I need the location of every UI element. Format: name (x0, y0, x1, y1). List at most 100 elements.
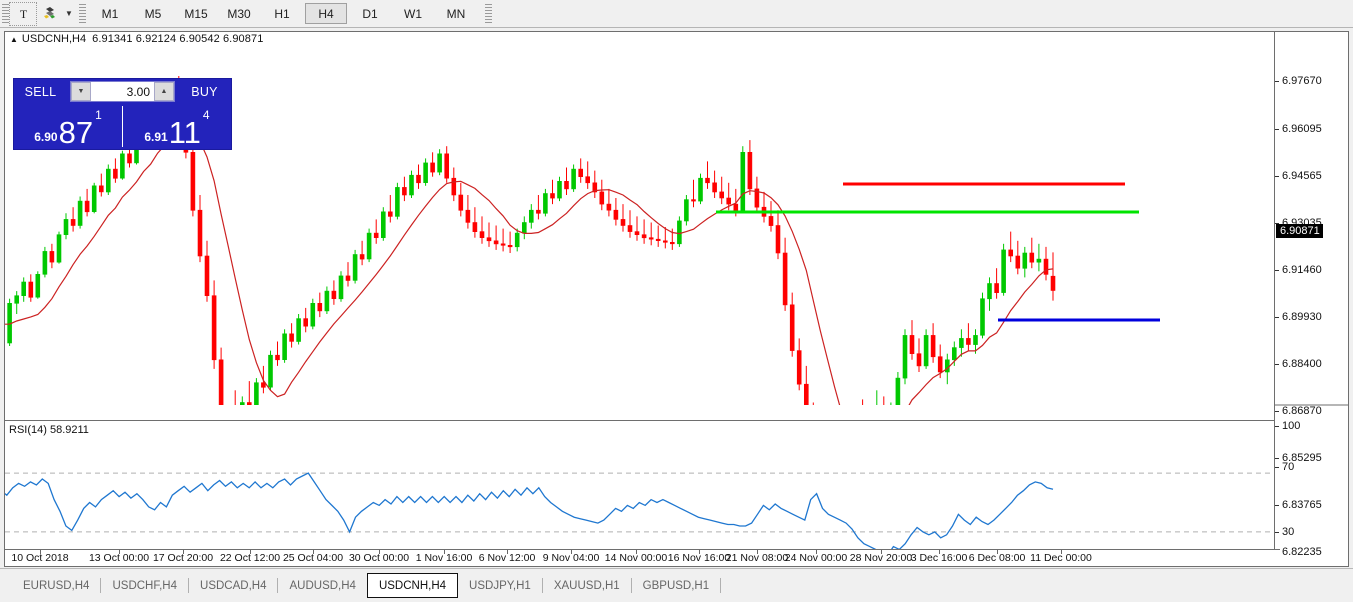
price-label-6: 6.88400 (1282, 358, 1322, 370)
time-tick (571, 550, 572, 554)
chart-tab-usdcad-h4[interactable]: USDCAD,H4 (200, 579, 267, 592)
tab-separator (100, 578, 102, 593)
time-label-15: 6 Dec 08:00 (968, 552, 1026, 564)
timeframe-h1[interactable]: H1 (274, 6, 290, 21)
one-click-trading-panel[interactable]: SELL ▼ 3.00 ▲ BUY 6.90 87 1 6.91 11 (13, 78, 232, 150)
collapse-triangle-icon[interactable]: ▲ (10, 34, 18, 44)
chart-ohlc-values: 6.91341 6.92124 6.90542 6.90871 (92, 33, 264, 45)
time-tick (444, 550, 445, 554)
chart-tab-xauusd-h1[interactable]: XAUUSD,H1 (553, 579, 620, 592)
axis-tick (1275, 505, 1279, 506)
price-label-7: 6.86870 (1282, 405, 1322, 417)
sell-price-quote[interactable]: 6.90 87 1 (14, 104, 122, 149)
volume-increment-button[interactable]: ▲ (154, 82, 174, 101)
axis-tick (1275, 270, 1279, 271)
chart-window[interactable]: ▲ USDCNH,H4 6.91341 6.92124 6.90542 6.90… (4, 31, 1349, 579)
time-label-0: 10 Oct 2018 (11, 552, 69, 564)
timeframe-d1[interactable]: D1 (362, 6, 378, 21)
rsi-label-2: 30 (1282, 526, 1295, 538)
time-tick (250, 550, 251, 554)
axis-tick (1275, 458, 1279, 459)
time-label-6: 1 Nov 16:00 (415, 552, 473, 564)
timeframe-m1[interactable]: M1 (101, 6, 119, 21)
time-label-10: 16 Nov 16:00 (667, 552, 731, 564)
timeframe-m5[interactable]: M5 (144, 6, 162, 21)
rsi-indicator-label: RSI(14) 58.9211 (9, 424, 89, 436)
time-tick (40, 550, 41, 554)
timeframe-m15[interactable]: M15 (184, 6, 208, 21)
time-label-1: 13 Oct 00:00 (88, 552, 150, 564)
time-label-9: 14 Nov 00:00 (604, 552, 668, 564)
chart-tab-usdcnh-h4[interactable]: USDCNH,H4 (366, 573, 459, 598)
buy-button[interactable]: BUY (191, 84, 218, 99)
tab-separator (720, 578, 722, 593)
time-label-7: 6 Nov 12:00 (478, 552, 536, 564)
time-tick (997, 550, 998, 554)
svg-text:T: T (19, 7, 27, 21)
trade-panel-top-row: SELL ▼ 3.00 ▲ BUY (14, 79, 231, 104)
time-tick (313, 550, 314, 554)
text-label-tool-icon[interactable]: T (9, 1, 37, 26)
time-label-4: 25 Oct 04:00 (282, 552, 344, 564)
axis-tick (1275, 223, 1279, 224)
time-label-5: 30 Oct 00:00 (348, 552, 410, 564)
trade-panel-quotes: 6.90 87 1 6.91 11 4 (14, 104, 231, 149)
price-label-10: 6.82235 (1282, 546, 1322, 558)
axis-tick (1275, 467, 1279, 468)
sell-price-sup: 1 (95, 108, 102, 122)
templates-icon[interactable] (37, 3, 63, 25)
price-pane[interactable] (5, 46, 1280, 405)
price-label-0: 6.97670 (1282, 75, 1322, 87)
chart-toolbar: T ▼ M1 M5 M15 M30 H1 H4 D1 W1 MN (0, 0, 1353, 28)
sell-price-big: 87 (58, 115, 94, 150)
timeframe-mn[interactable]: MN (446, 6, 466, 21)
price-scale-axis[interactable]: 6.97670 6.96095 6.94565 6.93035 6.91460 6.899… (1274, 32, 1348, 579)
time-label-14: 3 Dec 16:00 (910, 552, 968, 564)
chart-tab-gbpusd-h1[interactable]: GBPUSD,H1 (642, 579, 710, 592)
rsi-label-0: 100 (1282, 420, 1301, 432)
time-tick (757, 550, 758, 554)
price-label-2: 6.94565 (1282, 170, 1322, 182)
time-label-8: 9 Nov 04:00 (542, 552, 600, 564)
tab-separator (277, 578, 279, 593)
time-tick (816, 550, 817, 554)
volume-decrement-button[interactable]: ▼ (71, 82, 91, 101)
price-label-5: 6.89930 (1282, 311, 1322, 323)
chart-tab-audusd-h4[interactable]: AUDUSD,H4 (289, 579, 356, 592)
axis-tick (1275, 532, 1279, 533)
rsi-line (5, 472, 1054, 557)
time-tick (881, 550, 882, 554)
rsi-label-1: 70 (1282, 461, 1295, 473)
sell-button[interactable]: SELL (24, 84, 57, 99)
timeframe-w1[interactable]: W1 (404, 6, 422, 21)
volume-value[interactable]: 3.00 (126, 84, 150, 99)
price-label-1: 6.96095 (1282, 123, 1322, 135)
timeframe-m30[interactable]: M30 (227, 6, 251, 21)
buy-price-quote[interactable]: 6.91 11 4 (123, 104, 231, 149)
axis-tick (1275, 176, 1279, 177)
timeframe-h4[interactable]: H4 (305, 3, 347, 24)
axis-tick (1275, 317, 1279, 318)
quote-divider (122, 106, 123, 147)
buy-price-sup: 4 (202, 108, 210, 122)
chart-tab-usdchf-h4[interactable]: USDCHF,H4 (112, 579, 178, 592)
axis-tick (1275, 129, 1279, 130)
toolbar-grip[interactable] (2, 3, 9, 24)
price-label-9: 6.83765 (1282, 499, 1322, 511)
chevron-down-icon[interactable]: ▼ (65, 9, 73, 18)
time-tick (636, 550, 637, 554)
chart-tab-eurusd-h4[interactable]: EURUSD,H4 (23, 579, 90, 592)
chart-tabs: EURUSD,H4 USDCHF,H4 USDCAD,H4 AUDUSD,H4 USDC… (12, 573, 722, 598)
time-tick (1061, 550, 1062, 554)
tab-separator (541, 578, 543, 593)
price-label-4: 6.91460 (1282, 264, 1322, 276)
tab-separator (630, 578, 632, 593)
volume-input[interactable]: ▼ 3.00 ▲ (70, 81, 175, 102)
time-scale-axis[interactable]: 10 Oct 2018 13 Oct 00:00 17 Oct 20:00 22 Oc… (5, 549, 1280, 566)
buy-price-prefix: 6.91 (144, 130, 168, 144)
chart-tab-bar: EURUSD,H4 USDCHF,H4 USDCAD,H4 AUDUSD,H4 USDC… (0, 568, 1353, 602)
time-tick (379, 550, 380, 554)
chart-tab-usdjpy-h1[interactable]: USDJPY,H1 (469, 579, 531, 592)
chart-symbol-header: ▲ USDCNH,H4 6.91341 6.92124 6.90542 6.90… (5, 32, 263, 46)
